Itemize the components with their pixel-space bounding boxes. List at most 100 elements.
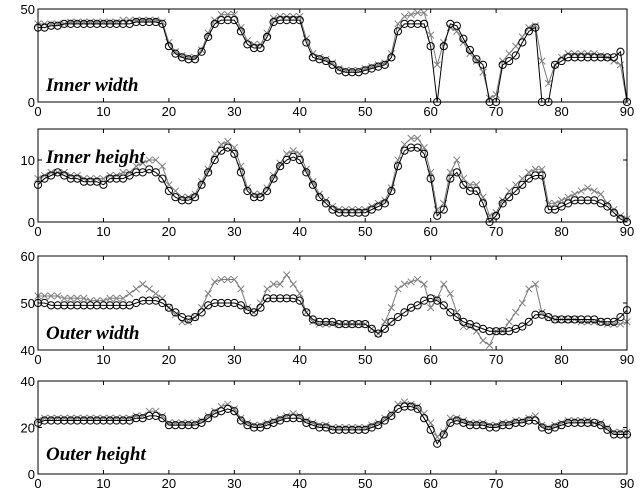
data-point-circle [341, 425, 350, 434]
data-point-circle [367, 324, 376, 333]
data-point-circle [262, 186, 272, 196]
data-point-circle [158, 174, 167, 183]
data-point-circle [420, 19, 429, 28]
data-point-x [584, 184, 592, 192]
data-point-x [544, 423, 553, 432]
data-point-circle [315, 193, 324, 202]
data-point-circle [79, 177, 88, 186]
data-point-circle [348, 425, 357, 434]
data-point-circle [452, 313, 461, 322]
data-point-circle [406, 19, 416, 28]
data-point-circle [302, 38, 311, 47]
data-point-circle [361, 208, 370, 217]
data-point-circle [276, 16, 285, 25]
data-point-circle [289, 16, 298, 25]
panel-title: Inner height [45, 147, 145, 168]
x-tick-label: 20 [162, 352, 176, 367]
data-point-circle [616, 430, 625, 439]
x-tick-label: 40 [293, 352, 307, 367]
data-point-circle [400, 146, 409, 155]
data-point-x [309, 318, 317, 326]
data-point-circle [99, 180, 108, 189]
data-point-circle [354, 425, 363, 434]
data-point-x [309, 419, 317, 427]
data-point-circle [400, 402, 409, 411]
data-point-x [355, 205, 363, 214]
data-point-circle [564, 315, 573, 324]
data-point-circle [308, 180, 317, 189]
data-point-circle [66, 301, 75, 310]
data-point-circle [210, 19, 219, 28]
data-point-x [597, 190, 605, 198]
data-point-circle [249, 423, 259, 432]
data-point-x [505, 187, 513, 195]
x-tick-label: 60 [423, 476, 437, 491]
data-point-x [80, 294, 88, 302]
data-point-circle [328, 60, 337, 69]
data-point-circle [472, 55, 481, 64]
data-point-circle [505, 193, 514, 202]
data-point-circle [105, 174, 115, 183]
data-point-x [538, 421, 546, 429]
data-point-circle [132, 17, 141, 27]
data-point-circle [492, 327, 501, 336]
panel-4: 0 10 20 30 40 50 60 70 80 90 0 20 40 Outer height [21, 374, 635, 491]
data-point-circle [79, 416, 88, 425]
data-point-circle [282, 16, 291, 25]
x-tick-label: 0 [34, 476, 41, 491]
data-point-circle [73, 416, 82, 425]
data-point-x [53, 292, 62, 300]
data-point-circle [433, 296, 442, 305]
y-tick-label: 60 [21, 249, 35, 264]
x-tick-label: 40 [293, 476, 307, 491]
data-point-circle [302, 168, 311, 177]
data-point-x [400, 12, 409, 21]
data-point-circle [105, 301, 115, 310]
data-point-circle [86, 416, 95, 425]
data-point-x [171, 48, 180, 56]
x-tick-label: 70 [489, 352, 503, 367]
data-point-circle [315, 317, 324, 326]
data-point-x [525, 285, 533, 293]
data-point-circle [230, 149, 239, 158]
data-point-circle [439, 430, 448, 439]
data-point-x [171, 311, 180, 319]
data-point-circle [380, 416, 389, 425]
data-point-circle [190, 193, 200, 202]
data-point-circle [105, 416, 115, 425]
data-point-circle [426, 174, 435, 183]
data-point-x [557, 419, 566, 427]
data-point-circle [413, 404, 422, 413]
data-point-circle [118, 301, 128, 310]
data-point-circle [276, 162, 285, 171]
data-point-circle [583, 315, 592, 324]
data-point-x [237, 285, 245, 293]
x-tick-label: 0 [34, 104, 41, 119]
data-point-x [296, 150, 304, 158]
data-point-circle [596, 199, 605, 208]
data-point-circle [302, 308, 311, 317]
data-point-circle [472, 186, 481, 196]
data-point-x [453, 414, 461, 422]
data-point-circle [439, 205, 448, 214]
x-tick-label: 90 [620, 104, 634, 119]
x-tick-label: 30 [227, 224, 241, 239]
data-point-x [191, 190, 199, 198]
data-point-x [328, 59, 337, 67]
data-point-circle [380, 60, 389, 69]
data-point-x [505, 49, 513, 58]
x-tick-label: 80 [554, 104, 568, 119]
y-tick-label: 40 [21, 343, 35, 358]
data-point-circle [609, 317, 619, 326]
data-point-circle [217, 298, 226, 308]
data-point-circle [531, 171, 540, 180]
data-point-circle [531, 416, 540, 425]
data-point-circle [282, 155, 291, 165]
data-point-x [152, 156, 160, 164]
panel-title: Outer width [46, 323, 139, 344]
data-point-x [407, 134, 415, 142]
data-point-circle [511, 51, 520, 60]
data-point-circle [577, 315, 586, 324]
data-point-circle [446, 174, 455, 183]
data-point-circle [223, 298, 232, 308]
